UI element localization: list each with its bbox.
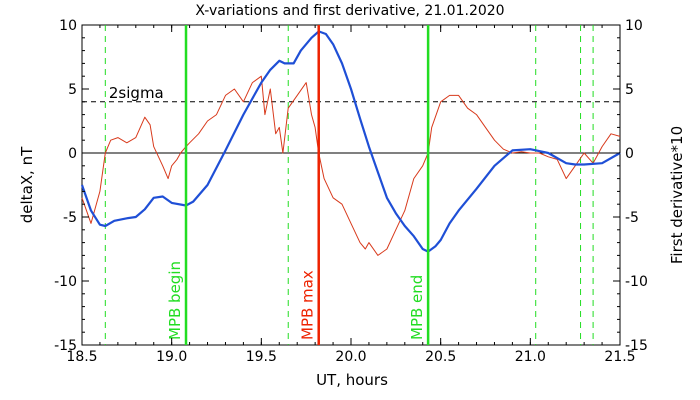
- x-tick-label: 21.5: [604, 349, 635, 365]
- x-tick-label: 19.0: [156, 349, 187, 365]
- y-right-tick-label: -15: [625, 338, 648, 354]
- y-left-tick-label: 5: [68, 82, 77, 98]
- mpb-marker-label: MPB end: [408, 275, 426, 340]
- y-right-tick-label: 0: [625, 146, 634, 162]
- y-left-tick-label: -15: [54, 338, 77, 354]
- x-axis-label: UT, hours: [316, 371, 388, 389]
- mpb-marker-label: MPB max: [299, 270, 317, 340]
- x-tick-label: 20.0: [335, 349, 366, 365]
- plot-frame: [81, 24, 621, 346]
- x-tick-label: 20.5: [425, 349, 456, 365]
- mpb-marker-label: MPB begin: [166, 261, 184, 340]
- y-left-tick-label: 0: [68, 146, 77, 162]
- axes: 18.5 19.0 19.5 20.0 20.5 21.0 21.5 10 10 5 5 0 0 -5 -5…: [54, 18, 648, 365]
- x-tick-label: 19.5: [246, 349, 277, 365]
- chart-title: X-variations and first derivative, 21.01…: [195, 3, 504, 19]
- y-axis-label-right: First derivative*10: [668, 126, 686, 264]
- y-right-tick-label: 10: [625, 18, 643, 34]
- y-axis-label-left: deltaX, nT: [18, 146, 36, 223]
- deltaX-series-line: [80, 30, 621, 253]
- threshold-label: 2sigma: [109, 84, 164, 102]
- y-left-tick-label: 10: [59, 18, 77, 34]
- y-right-tick-label: -5: [625, 210, 639, 226]
- y-right-tick-label: 5: [625, 82, 634, 98]
- x-tick-label: 21.0: [515, 349, 546, 365]
- x-tick-label: 18.5: [66, 349, 97, 365]
- plot-marks: 2sigma MPB begin MPB max MPB end: [80, 25, 621, 345]
- y-left-tick-label: -10: [54, 274, 77, 290]
- derivative-series-line: [81, 75, 621, 256]
- y-right-tick-label: -10: [625, 274, 648, 290]
- y-left-tick-label: -5: [63, 210, 77, 226]
